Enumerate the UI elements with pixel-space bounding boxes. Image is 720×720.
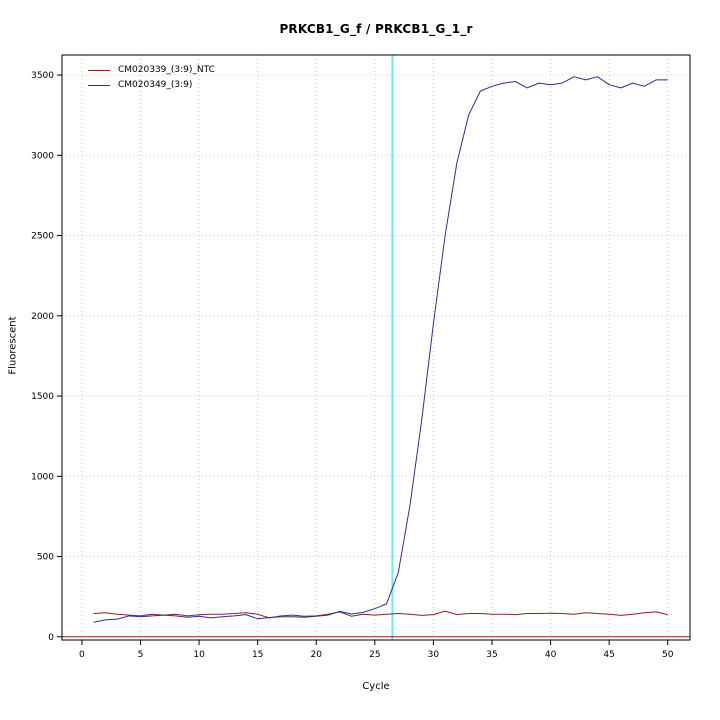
y-axis-tick-label: 2000: [31, 312, 54, 322]
y-axis-tick-label: 0: [48, 633, 54, 643]
x-axis-tick-label: 30: [428, 650, 440, 660]
chart-title: PRKCB1_G_f / PRKCB1_G_1_r: [279, 22, 473, 36]
y-axis-tick-label: 3500: [31, 71, 54, 81]
x-axis-tick-label: 15: [252, 650, 263, 660]
x-axis-tick-label: 25: [369, 650, 380, 660]
legend-label: CM020349_(3:9): [118, 80, 193, 90]
y-axis-label: Fluorescent: [7, 316, 19, 375]
x-axis-tick-label: 20: [311, 650, 323, 660]
legend-item: CM020339_(3:9)_NTC: [88, 64, 215, 76]
y-axis-tick-label: 1500: [31, 392, 54, 402]
legend-line-swatch: [88, 84, 110, 86]
plot-box: [61, 54, 691, 641]
x-axis-tick-label: 5: [138, 650, 144, 660]
legend-item: CM020349_(3:9): [88, 79, 215, 91]
legend-line-swatch: [88, 69, 110, 71]
chart-legend: CM020339_(3:9)_NTC CM020349_(3:9): [88, 64, 215, 91]
legend-label: CM020339_(3:9)_NTC: [118, 65, 215, 75]
y-axis-tick-label: 3000: [31, 151, 54, 161]
y-axis-tick-label: 2500: [31, 232, 54, 242]
x-axis-tick-label: 45: [603, 650, 614, 660]
x-axis-label: Cycle: [362, 681, 390, 692]
x-axis-tick-label: 50: [662, 650, 674, 660]
series-line-1: [93, 76, 668, 623]
x-axis-tick-label: 40: [545, 650, 557, 660]
x-axis-tick-label: 35: [486, 650, 497, 660]
x-axis-tick-label: 10: [193, 650, 205, 660]
series-line-0: [93, 610, 668, 619]
y-axis-tick-label: 500: [37, 553, 54, 563]
x-axis-tick-label: 0: [79, 650, 85, 660]
y-axis-tick-label: 1000: [31, 472, 54, 482]
